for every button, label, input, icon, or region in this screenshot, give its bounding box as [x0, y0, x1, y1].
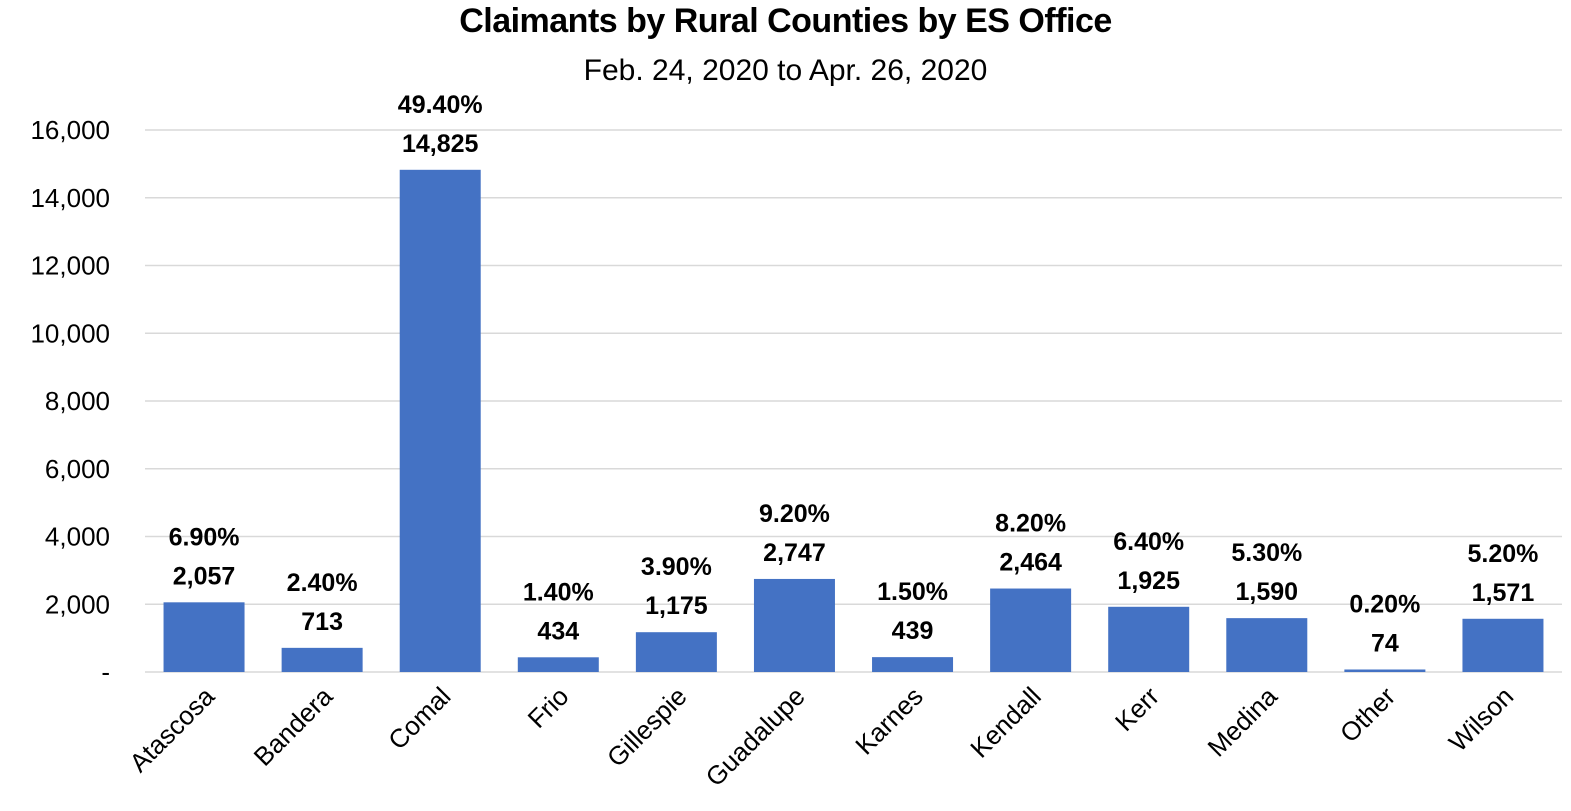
data-label-percent: 5.20%	[1468, 540, 1539, 568]
bar	[753, 578, 835, 672]
data-label-value: 439	[892, 617, 934, 645]
data-label-value: 1,925	[1117, 567, 1180, 595]
data-label-value: 2,057	[173, 562, 236, 590]
bar	[635, 632, 717, 672]
x-tick-label: Kendall	[964, 681, 1047, 764]
y-tick-label: 10,000	[30, 318, 110, 348]
data-label-value: 1,571	[1472, 579, 1535, 607]
bar	[517, 657, 599, 672]
x-tick-label: Karnes	[849, 681, 928, 760]
x-tick-label: Atascosa	[123, 681, 220, 778]
x-tick-label: Kerr	[1109, 681, 1165, 737]
bar	[281, 647, 363, 672]
bar	[1344, 669, 1426, 672]
y-tick-label: 12,000	[30, 251, 110, 281]
data-label-percent: 6.90%	[169, 523, 240, 551]
chart-title: Claimants by Rural Counties by ES Office	[459, 2, 1112, 40]
y-tick-label: 14,000	[30, 183, 110, 213]
x-tick-label: Guadalupe	[700, 681, 811, 792]
data-label-percent: 1.50%	[877, 578, 948, 606]
y-tick-label: -	[101, 657, 110, 687]
data-label-percent: 3.90%	[641, 553, 712, 581]
x-tick-label: Frio	[522, 681, 575, 734]
x-tick-label: Gillespie	[601, 681, 693, 773]
data-label-percent: 1.40%	[523, 578, 594, 606]
y-tick-label: 16,000	[30, 115, 110, 145]
data-label-percent: 9.20%	[759, 500, 830, 528]
data-label-value: 2,464	[999, 549, 1062, 577]
x-tick-label: Other	[1334, 681, 1401, 748]
chart-subtitle: Feb. 24, 2020 to Apr. 26, 2020	[583, 54, 988, 87]
data-label-value: 14,825	[402, 130, 479, 158]
y-tick-label: 8,000	[45, 386, 110, 416]
y-tick-label: 4,000	[45, 522, 110, 552]
y-tick-label: 2,000	[45, 589, 110, 619]
data-label-percent: 49.40%	[398, 91, 483, 119]
x-tick-label: Medina	[1202, 681, 1284, 763]
data-label-value: 1,175	[645, 592, 708, 620]
bar	[872, 657, 954, 672]
x-tick-label: Wilson	[1443, 681, 1519, 757]
data-label-percent: 6.40%	[1113, 528, 1184, 556]
x-tick-label: Bandera	[248, 681, 339, 772]
data-label-value: 74	[1371, 629, 1399, 657]
data-label-value: 2,747	[763, 539, 826, 567]
bar	[1226, 618, 1308, 672]
y-tick-label: 6,000	[45, 454, 110, 484]
data-label-value: 434	[537, 617, 579, 645]
x-tick-label: Comal	[382, 681, 456, 755]
bar	[1108, 606, 1190, 672]
bar	[399, 169, 481, 672]
bar	[990, 588, 1072, 672]
bar	[163, 602, 245, 672]
data-label-percent: 5.30%	[1231, 539, 1302, 567]
bar	[1462, 618, 1544, 672]
data-label-percent: 2.40%	[287, 569, 358, 597]
data-label-value: 713	[301, 608, 343, 636]
data-label-value: 1,590	[1236, 578, 1299, 606]
data-label-percent: 0.20%	[1349, 590, 1420, 618]
data-label-percent: 8.20%	[995, 510, 1066, 538]
